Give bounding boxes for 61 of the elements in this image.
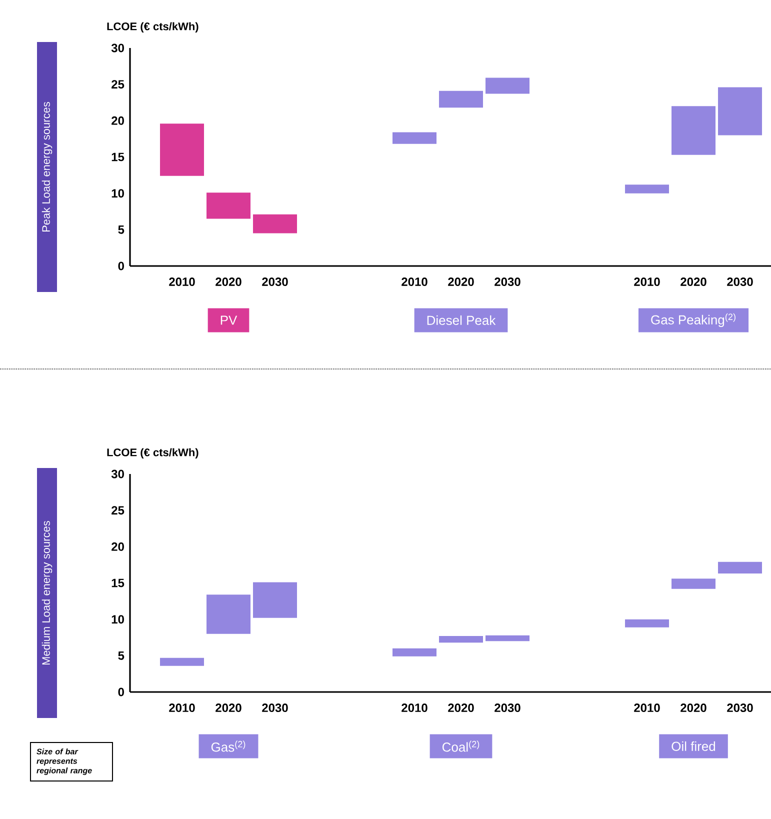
x-tick-label: 2020 — [680, 278, 706, 286]
text: PV — [220, 316, 238, 325]
text: Diesel Peak — [427, 315, 496, 325]
bar — [253, 582, 297, 618]
text: Medium Load energy sources — [42, 520, 52, 665]
y-tick-label: 15 — [112, 152, 124, 162]
bar — [439, 90, 484, 108]
x-tick-label: 2030 — [727, 278, 753, 286]
bar — [206, 192, 250, 219]
bar — [486, 635, 530, 642]
x-tick-label: 2010 — [169, 704, 195, 712]
bar — [672, 578, 716, 589]
bar — [486, 78, 530, 94]
bar — [439, 636, 484, 643]
y-tick-label: 20 — [112, 116, 124, 125]
y-tick-label: 5 — [118, 651, 124, 660]
x-tick-label: 2010 — [402, 278, 428, 286]
y-axis-title: LCOE (€ cts/kWh) — [107, 22, 198, 32]
x-tick-label: 2020 — [448, 704, 474, 712]
bar — [160, 124, 204, 176]
y-tick-label: 30 — [111, 470, 124, 478]
x-tick-label: 2020 — [216, 278, 242, 286]
y-tick-label: 25 — [112, 80, 124, 89]
x-tick-label: 2030 — [727, 704, 753, 712]
text: Size of bar represents regional range — [36, 748, 92, 775]
y-tick-label: 5 — [118, 225, 124, 234]
bar — [672, 106, 716, 155]
x-tick-label: 2010 — [169, 278, 195, 286]
bar — [625, 619, 670, 628]
x-tick-label: 2030 — [494, 704, 520, 712]
x-tick-label: 2010 — [402, 704, 428, 712]
text: Oil fired — [672, 741, 716, 751]
bar — [206, 594, 250, 634]
bar — [392, 648, 436, 656]
y-tick-label: 20 — [112, 542, 124, 551]
y-tick-label: 10 — [112, 189, 124, 198]
y-tick-label: 25 — [112, 506, 124, 515]
bar — [625, 184, 670, 194]
x-tick-label: 2030 — [262, 704, 288, 712]
y-tick-label: 15 — [112, 578, 124, 588]
text: Gas Peaking$^{(2)}$ — [651, 313, 736, 328]
bar — [253, 214, 298, 234]
bar — [718, 562, 762, 574]
y-axis-title: LCOE (€ cts/kWh) — [107, 448, 198, 458]
y-tick-label: 0 — [118, 262, 124, 270]
x-tick-label: 2010 — [634, 704, 660, 712]
x-tick-label: 2030 — [494, 278, 520, 286]
bar — [160, 658, 204, 666]
x-tick-label: 2030 — [262, 278, 288, 286]
y-tick-label: 30 — [111, 44, 124, 52]
y-tick-label: 0 — [118, 688, 124, 696]
bar — [718, 87, 762, 136]
text: Coal$^{(2)}$ — [442, 740, 480, 752]
x-tick-label: 2020 — [216, 704, 242, 712]
y-tick-label: 10 — [112, 615, 124, 624]
x-tick-label: 2020 — [448, 278, 474, 286]
text: Peak Load energy sources — [42, 102, 52, 232]
x-tick-label: 2010 — [634, 278, 660, 286]
x-tick-label: 2020 — [680, 704, 706, 712]
text: Gas$^{(2)}$ — [211, 740, 246, 752]
bar — [392, 132, 437, 144]
